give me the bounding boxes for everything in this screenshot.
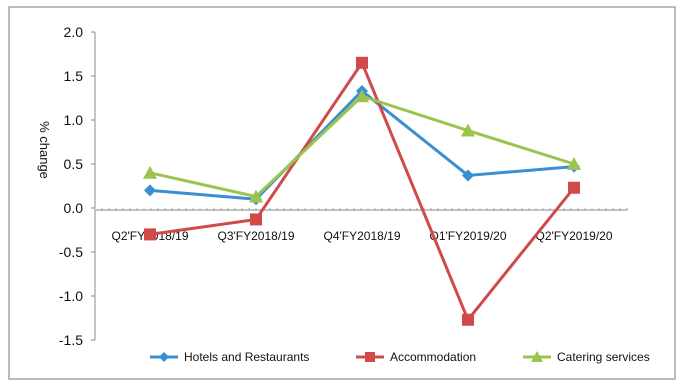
data-point bbox=[144, 228, 156, 241]
data-point bbox=[355, 89, 369, 103]
chart-frame bbox=[8, 6, 676, 380]
y-tick-label: -1.0 bbox=[59, 288, 83, 304]
legend-label: Catering services bbox=[557, 350, 650, 364]
data-point bbox=[250, 213, 262, 226]
data-point bbox=[461, 123, 475, 137]
data-point bbox=[159, 352, 169, 362]
legend-item: Accommodation bbox=[356, 350, 476, 364]
data-point bbox=[143, 165, 157, 179]
x-tick-label: Q1'FY2019/20 bbox=[429, 229, 506, 243]
data-point bbox=[531, 351, 543, 362]
series-group bbox=[143, 56, 581, 326]
data-point bbox=[144, 184, 156, 197]
series-catering-services bbox=[143, 89, 581, 203]
y-tick-label: -1.5 bbox=[59, 332, 83, 348]
legend: Hotels and Restaurants Accommodation Cater… bbox=[150, 350, 650, 364]
y-tick-label: 1.5 bbox=[64, 68, 84, 84]
legend-item: Catering services bbox=[523, 350, 650, 364]
data-point bbox=[356, 56, 368, 69]
y-tick-label: 2.0 bbox=[64, 24, 84, 40]
x-tick-label: Q2'FY2019/20 bbox=[535, 229, 612, 243]
y-axis-label: % change bbox=[37, 121, 52, 179]
data-point bbox=[249, 189, 263, 203]
x-tick-label: Q4'FY2018/19 bbox=[323, 229, 400, 243]
y-tick-label: 0.5 bbox=[64, 156, 84, 172]
legend-label: Accommodation bbox=[390, 350, 476, 364]
legend-item: Hotels and Restaurants bbox=[150, 350, 309, 364]
data-point bbox=[568, 181, 580, 194]
y-tick-label: 0.0 bbox=[64, 200, 84, 216]
data-point bbox=[567, 157, 581, 170]
legend-label: Hotels and Restaurants bbox=[184, 350, 309, 364]
y-tick-label: -0.5 bbox=[59, 244, 83, 260]
data-point bbox=[365, 352, 375, 362]
y-tick-label: 1.0 bbox=[64, 112, 84, 128]
data-point bbox=[462, 313, 474, 326]
data-point bbox=[462, 169, 474, 182]
x-tick-labels: Q2'FY2018/19Q3'FY2018/19Q4'FY2018/19Q1'F… bbox=[94, 208, 628, 243]
y-tick-labels: 2.0 1.5 1.0 0.5 0.0 -0.5 -1.0 -1.5 bbox=[59, 24, 95, 348]
x-tick-label: Q3'FY2018/19 bbox=[217, 229, 294, 243]
series-accommodation bbox=[144, 56, 580, 326]
